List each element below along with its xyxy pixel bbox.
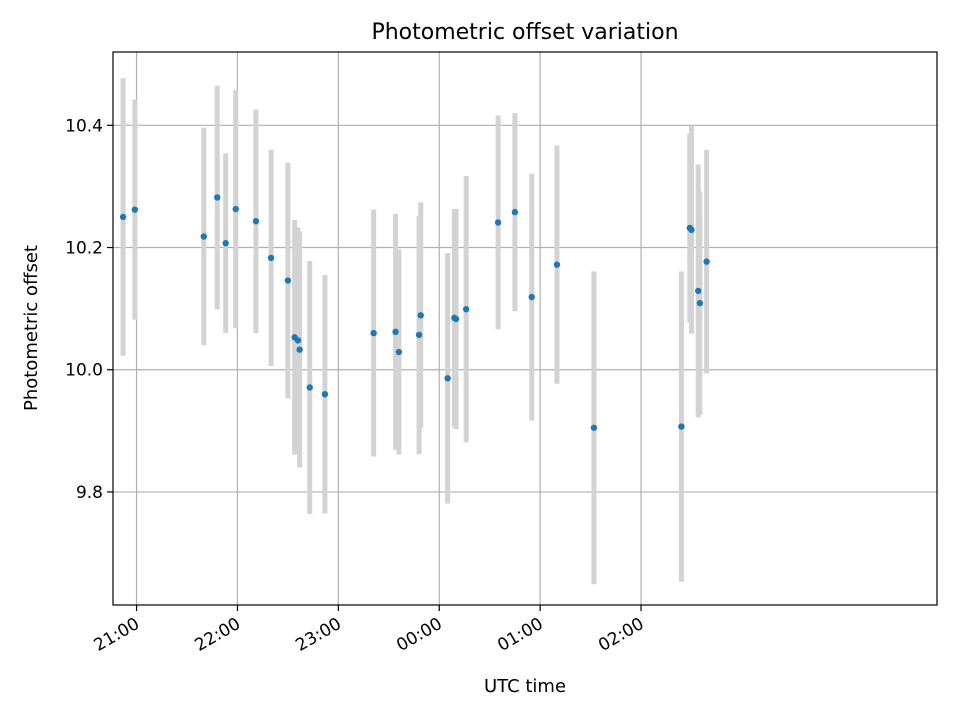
data-point xyxy=(415,331,423,339)
data-point xyxy=(294,337,302,344)
data-point xyxy=(494,219,502,226)
data-point xyxy=(696,299,704,307)
data-point xyxy=(528,293,535,301)
data-point xyxy=(553,261,561,268)
data-point xyxy=(214,194,221,201)
data-point xyxy=(232,205,239,213)
data-point xyxy=(284,277,292,284)
data-point xyxy=(252,218,260,225)
data-point xyxy=(370,329,377,337)
data-point xyxy=(222,240,229,247)
data-point xyxy=(452,315,460,323)
data-point xyxy=(444,375,451,382)
data-point xyxy=(306,384,313,391)
data-point xyxy=(131,206,139,213)
data-point xyxy=(200,233,208,240)
y-tick-label: 9.8 xyxy=(76,483,103,503)
data-point xyxy=(703,258,710,265)
data-point xyxy=(267,254,275,262)
data-point xyxy=(395,348,403,356)
data-point xyxy=(417,312,424,319)
data-point xyxy=(688,226,695,234)
data-points xyxy=(119,194,710,431)
plot-frame xyxy=(112,51,938,606)
chart-title: Photometric offset variation xyxy=(371,20,678,45)
y-tick-label: 10.0 xyxy=(65,361,103,381)
data-point xyxy=(321,390,329,398)
y-tick-label: 10.2 xyxy=(65,239,103,259)
data-point xyxy=(678,423,685,430)
data-point xyxy=(119,213,127,221)
y-axis-label: Photometric offset xyxy=(21,245,42,411)
x-axis-label: UTC time xyxy=(484,676,566,697)
data-point xyxy=(695,287,702,295)
data-point xyxy=(511,208,519,216)
data-point xyxy=(590,424,598,431)
y-tick-label: 10.4 xyxy=(65,116,103,136)
data-point xyxy=(392,328,399,336)
data-point xyxy=(296,346,303,353)
data-point xyxy=(462,306,470,313)
